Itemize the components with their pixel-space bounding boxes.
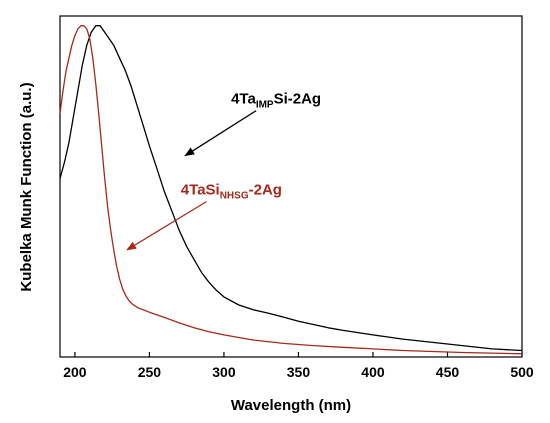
x-tick-label: 300 — [212, 364, 236, 380]
annotation-arrow-0 — [184, 110, 257, 157]
annotation-layer: 4TaIMPSi-2Ag 4TaSiNHSG-2Ag — [126, 91, 321, 251]
series-label-subscript: IMP — [256, 100, 274, 111]
annotation-arrow-1 — [126, 201, 207, 251]
plot-frame — [59, 15, 523, 358]
series-line-1 — [59, 25, 523, 355]
x-tick-label: 450 — [436, 364, 460, 380]
y-axis-title: Kubelka Munk Function (a.u.) — [18, 82, 35, 291]
series-label-rest: Si-2Ag — [274, 91, 322, 108]
series-label-subscript: NHSG — [220, 191, 249, 202]
series-label-0: 4TaIMPSi-2Ag — [231, 91, 321, 111]
series-label-1: 4TaSiNHSG-2Ag — [181, 182, 282, 202]
x-axis-ticks: 200 250 300 350 400 450 500 — [63, 352, 534, 380]
x-tick-label: 500 — [510, 364, 534, 380]
x-axis-title: Wavelength (nm) — [231, 397, 351, 414]
series-label-main: 4Ta — [231, 91, 256, 108]
x-tick-label: 200 — [63, 364, 87, 380]
series-layer — [59, 25, 523, 355]
x-tick-label: 350 — [287, 364, 311, 380]
series-label-main: 4TaSi — [181, 182, 220, 199]
x-tick-label: 400 — [361, 364, 385, 380]
series-label-rest: -2Ag — [249, 182, 282, 199]
x-tick-label: 250 — [138, 364, 162, 380]
